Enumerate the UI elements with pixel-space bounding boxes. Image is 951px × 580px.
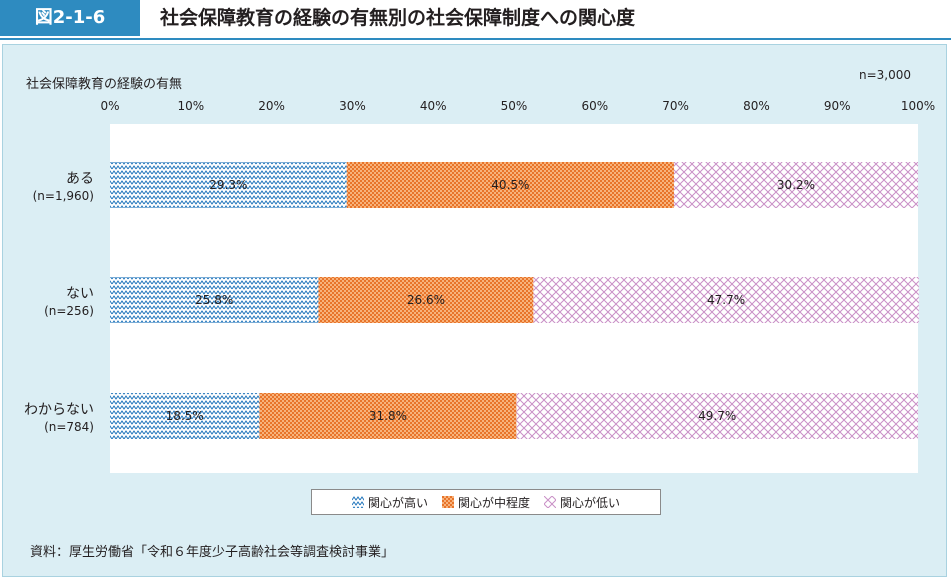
category-heading: 社会保障教育の経験の有無 bbox=[26, 77, 183, 92]
bar-segment bbox=[110, 162, 347, 208]
bar-segment bbox=[533, 277, 919, 323]
category-n-label: (n=1,960) bbox=[33, 189, 94, 203]
legend-label-mid: 関心が中程度 bbox=[457, 495, 530, 510]
data-label: 47.7% bbox=[707, 293, 745, 307]
category-label: ある bbox=[66, 171, 94, 187]
category-label: ない bbox=[66, 286, 94, 302]
header-rule bbox=[0, 38, 951, 40]
bar-segment bbox=[673, 162, 918, 208]
x-tick-label: 80% bbox=[743, 99, 770, 113]
legend-swatch-high bbox=[351, 496, 364, 508]
x-tick-label: 30% bbox=[339, 99, 366, 113]
data-label: 31.8% bbox=[369, 409, 407, 423]
source-note: 資料：厚生労働省「令和６年度少子高齢社会等調査検討事業」 bbox=[30, 545, 395, 560]
data-label: 29.3% bbox=[209, 178, 247, 192]
x-tick-label: 70% bbox=[662, 99, 689, 113]
data-label: 49.7% bbox=[698, 409, 736, 423]
legend-swatch-mid bbox=[441, 496, 454, 508]
category-n-label: (n=256) bbox=[44, 304, 94, 318]
bar-segment bbox=[346, 162, 674, 208]
legend-item-low: 関心が低い bbox=[544, 494, 620, 511]
legend-label-high: 関心が高い bbox=[367, 495, 428, 510]
x-tick-label: 90% bbox=[824, 99, 851, 113]
x-tick-label: 40% bbox=[420, 99, 447, 113]
data-label: 25.8% bbox=[195, 293, 233, 307]
legend-label-low: 関心が低い bbox=[560, 495, 621, 510]
x-tick-label: 50% bbox=[501, 99, 528, 113]
bar-segment bbox=[259, 393, 517, 439]
bar-segment bbox=[516, 393, 918, 439]
bar-segment bbox=[110, 277, 319, 323]
x-tick-label: 100% bbox=[901, 99, 935, 113]
data-label: 18.5% bbox=[166, 409, 204, 423]
x-tick-label: 20% bbox=[258, 99, 285, 113]
x-tick-label: 0% bbox=[100, 99, 119, 113]
category-label: わからない bbox=[24, 402, 94, 418]
legend-item-mid: 関心が中程度 bbox=[441, 494, 530, 511]
figure-label: 図2-1-6 bbox=[0, 0, 140, 36]
legend-swatch-low bbox=[544, 496, 556, 508]
data-label: 30.2% bbox=[777, 178, 815, 192]
legend-item-high: 関心が高い bbox=[351, 494, 428, 511]
x-tick-label: 10% bbox=[177, 99, 204, 113]
x-tick-label: 60% bbox=[581, 99, 608, 113]
bar-segment bbox=[318, 277, 534, 323]
bar-segment bbox=[110, 393, 260, 439]
legend: 関心が高い 関心が中程度 関心が低い bbox=[311, 489, 661, 515]
data-label: 40.5% bbox=[491, 178, 529, 192]
figure-title: 社会保障教育の経験の有無別の社会保障制度への関心度 bbox=[160, 7, 636, 29]
total-n: n=3,000 bbox=[858, 68, 911, 82]
figure-header: 図2-1-6 社会保障教育の経験の有無別の社会保障制度への関心度 bbox=[0, 0, 951, 40]
category-n-label: (n=784) bbox=[44, 420, 94, 434]
data-label: 26.6% bbox=[407, 293, 445, 307]
